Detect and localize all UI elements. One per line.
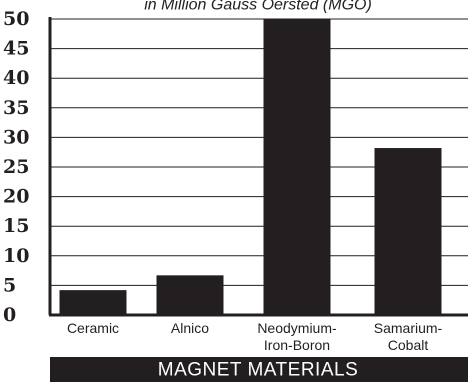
y-tick-label-5: 5	[3, 274, 16, 296]
x-tick-label-3-0: Samarium-	[374, 320, 443, 336]
y-tick-label-20: 20	[3, 186, 29, 208]
x-axis-title: MAGNET MATERIALS	[158, 360, 359, 381]
x-axis-ticks: Ceramic Alnico Neodymium-Iron-Boron Samariu…	[67, 320, 443, 353]
y-tick-label-35: 35	[3, 97, 29, 119]
x-tick-label-2-1: Iron-Boron	[264, 337, 330, 353]
y-tick-label-40: 40	[3, 67, 29, 89]
bars	[59, 19, 442, 315]
grid-lines	[50, 18, 468, 286]
y-tick-label-50: 50	[3, 8, 29, 30]
y-tick-label-10: 10	[3, 245, 29, 267]
y-tick-label-15: 15	[3, 215, 29, 237]
axes	[48, 17, 468, 317]
bar-1	[156, 275, 224, 315]
x-tick-label-3-1: Cobalt	[388, 337, 429, 353]
bar-2	[263, 19, 331, 315]
bar-0	[59, 290, 127, 315]
chart-subtitle: in Million Gauss Oersted (MGO)	[144, 0, 372, 13]
y-axis-ticks: 0 5 10 15 20 25 30 35 40 45 50	[3, 8, 29, 326]
bar-3	[374, 148, 442, 315]
x-tick-label-0-0: Ceramic	[67, 320, 119, 336]
y-tick-label-0: 0	[3, 304, 16, 326]
x-axis-title-band	[50, 357, 468, 382]
x-tick-label-1-0: Alnico	[171, 320, 209, 336]
y-tick-label-30: 30	[3, 126, 29, 148]
y-tick-label-45: 45	[3, 38, 29, 60]
y-tick-label-25: 25	[3, 156, 29, 178]
x-tick-label-2-0: Neodymium-	[257, 320, 337, 336]
